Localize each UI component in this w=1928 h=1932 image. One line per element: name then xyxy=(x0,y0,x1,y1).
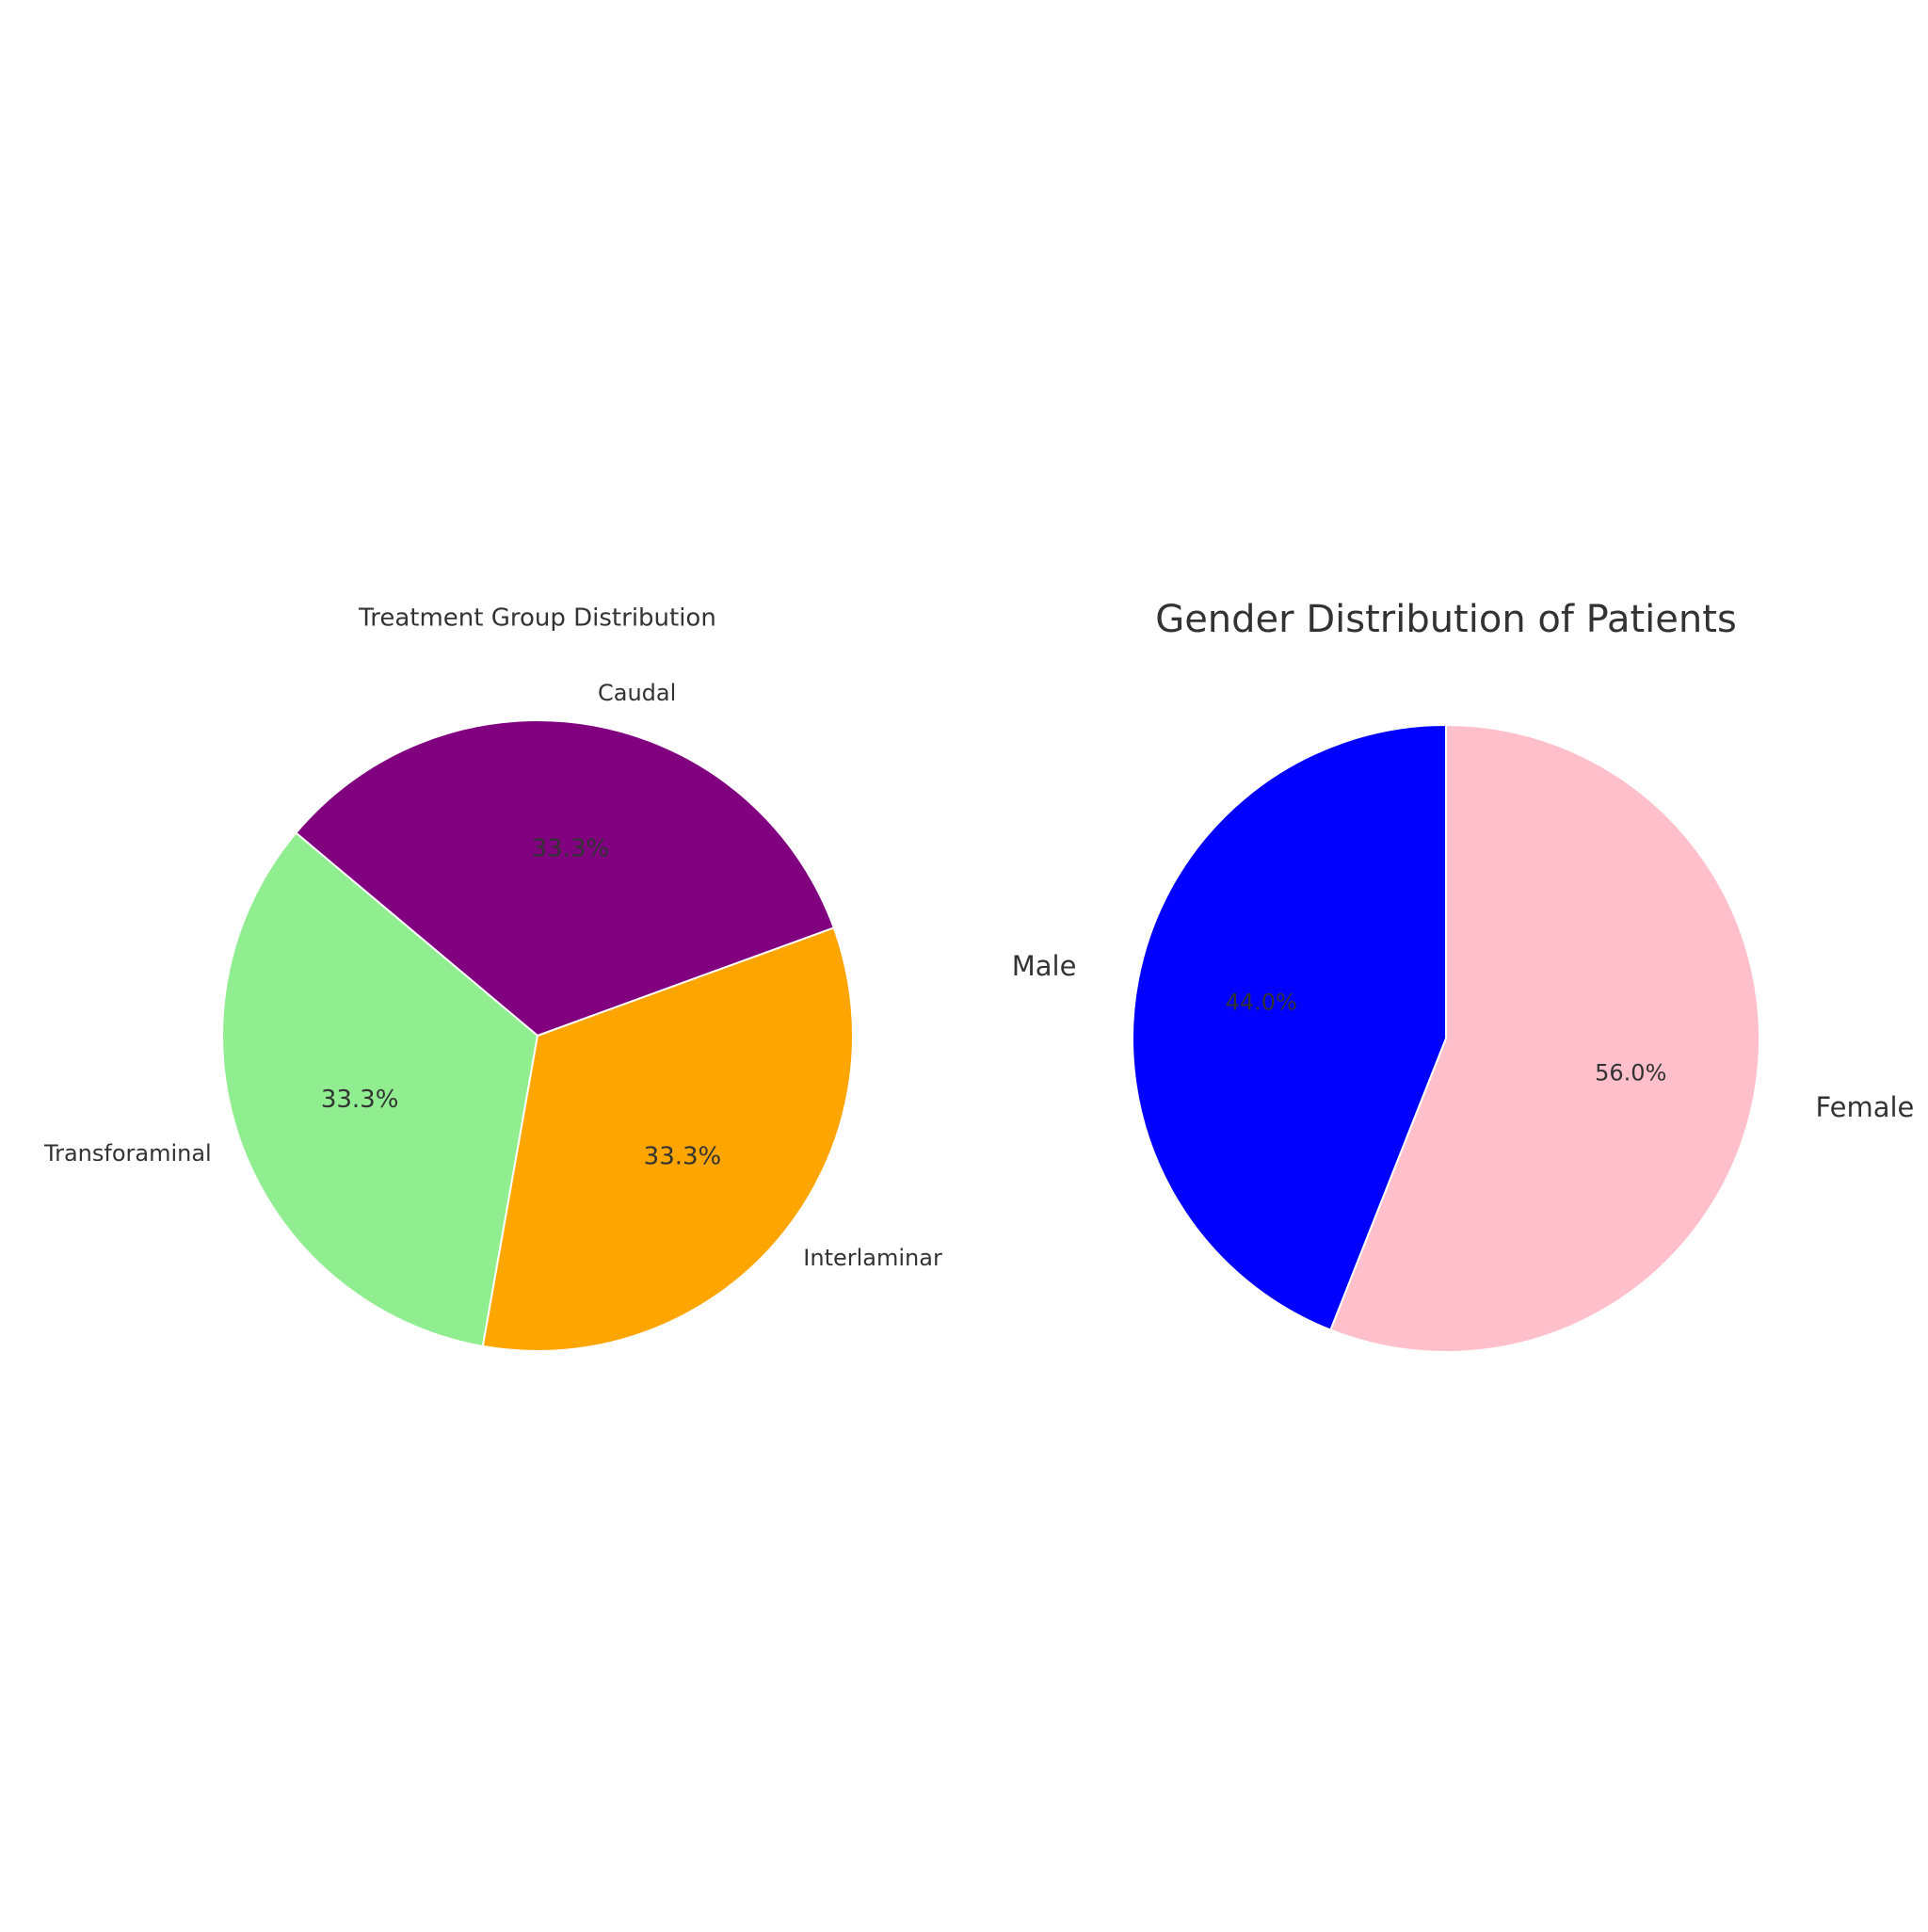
percent-label: 33.3% xyxy=(644,1143,722,1171)
pie-wedge xyxy=(294,719,836,1038)
percent-label: 44.0% xyxy=(1226,990,1297,1016)
pie-wedge xyxy=(1329,723,1760,1353)
percent-label: 33.3% xyxy=(532,835,610,863)
wedge-label: Transforaminal xyxy=(43,1140,212,1167)
pie-wedge xyxy=(481,926,854,1352)
wedge-label: Female xyxy=(1816,1091,1915,1123)
percent-label: 33.3% xyxy=(321,1086,399,1114)
pie-wedge xyxy=(1132,723,1447,1331)
percent-label: 56.0% xyxy=(1595,1059,1666,1086)
pie-wedge xyxy=(221,831,539,1348)
wedge-label: Interlaminar xyxy=(803,1245,942,1271)
wedge-label: Caudal xyxy=(598,680,676,706)
chart-title: Treatment Group Distribution xyxy=(358,604,716,633)
wedge-label: Male xyxy=(1012,950,1077,982)
chart-title: Gender Distribution of Patients xyxy=(1155,598,1737,641)
